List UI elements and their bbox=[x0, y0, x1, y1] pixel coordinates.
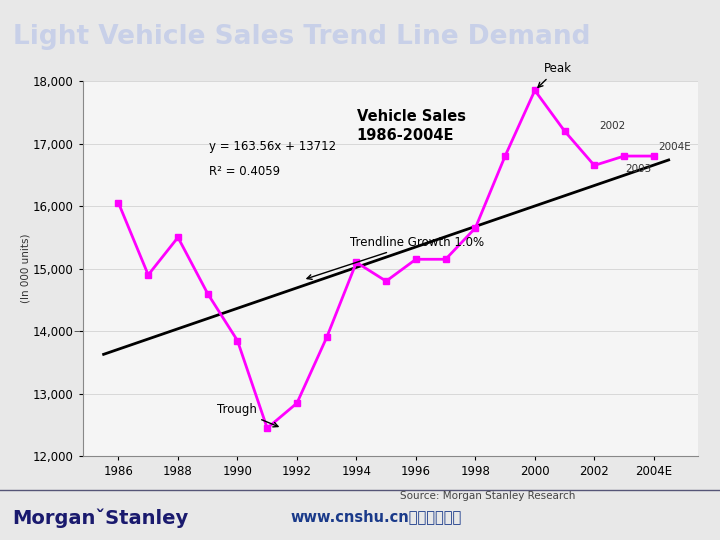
Text: y = 163.56x + 13712: y = 163.56x + 13712 bbox=[209, 140, 336, 153]
Text: 2004E: 2004E bbox=[658, 141, 691, 152]
Text: 2002: 2002 bbox=[599, 121, 625, 131]
Text: Trough: Trough bbox=[217, 403, 278, 427]
Text: R² = 0.4059: R² = 0.4059 bbox=[209, 165, 280, 178]
Text: Peak: Peak bbox=[538, 62, 572, 87]
Text: Vehicle Sales
1986-2004E: Vehicle Sales 1986-2004E bbox=[356, 109, 466, 144]
Text: Trendline Growth 1.0%: Trendline Growth 1.0% bbox=[307, 236, 485, 279]
Text: –: – bbox=[73, 325, 80, 338]
Y-axis label: (In 000 units): (In 000 units) bbox=[20, 234, 30, 303]
Text: www.cnshu.cn资料下载大全: www.cnshu.cn资料下载大全 bbox=[291, 509, 462, 524]
Text: MorganˇStanley: MorganˇStanley bbox=[12, 509, 189, 528]
Text: Source: Morgan Stanley Research: Source: Morgan Stanley Research bbox=[400, 491, 575, 501]
Text: Light Vehicle Sales Trend Line Demand: Light Vehicle Sales Trend Line Demand bbox=[13, 24, 590, 50]
Text: 2003: 2003 bbox=[626, 164, 652, 173]
